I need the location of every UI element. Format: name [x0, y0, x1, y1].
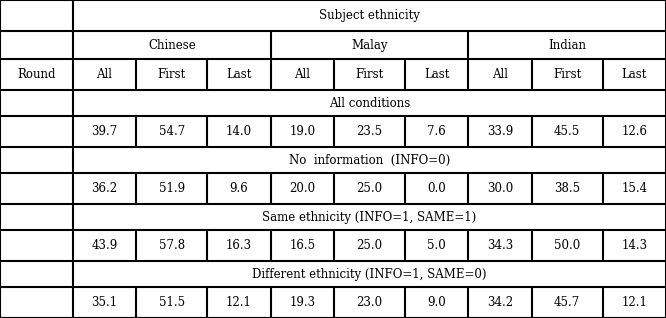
- Text: 14.3: 14.3: [621, 239, 647, 252]
- Text: Last: Last: [226, 68, 252, 81]
- Text: 50.0: 50.0: [554, 239, 580, 252]
- Text: 19.0: 19.0: [289, 125, 315, 138]
- Text: No  information  (INFO=0): No information (INFO=0): [289, 154, 450, 167]
- Text: Subject ethnicity: Subject ethnicity: [319, 9, 420, 22]
- Text: 23.5: 23.5: [356, 125, 382, 138]
- Text: 39.7: 39.7: [91, 125, 118, 138]
- Text: 5.0: 5.0: [428, 239, 446, 252]
- Text: 25.0: 25.0: [356, 239, 382, 252]
- Text: 14.0: 14.0: [226, 125, 252, 138]
- Text: 35.1: 35.1: [91, 296, 118, 309]
- Text: 34.3: 34.3: [487, 239, 513, 252]
- Text: Indian: Indian: [548, 38, 586, 52]
- Text: 12.1: 12.1: [621, 296, 647, 309]
- Text: 34.2: 34.2: [487, 296, 513, 309]
- Text: Same ethnicity (INFO=1, SAME=1): Same ethnicity (INFO=1, SAME=1): [262, 211, 477, 224]
- Text: Round: Round: [17, 68, 56, 81]
- Text: Last: Last: [622, 68, 647, 81]
- Text: 15.4: 15.4: [621, 182, 647, 195]
- Text: First: First: [356, 68, 384, 81]
- Text: 57.8: 57.8: [159, 239, 185, 252]
- Text: 9.0: 9.0: [428, 296, 446, 309]
- Text: 23.0: 23.0: [356, 296, 382, 309]
- Text: All: All: [97, 68, 113, 81]
- Text: Malay: Malay: [351, 38, 388, 52]
- Text: First: First: [158, 68, 186, 81]
- Text: 30.0: 30.0: [487, 182, 513, 195]
- Text: 16.5: 16.5: [289, 239, 315, 252]
- Text: 36.2: 36.2: [91, 182, 118, 195]
- Text: All: All: [294, 68, 310, 81]
- Text: Last: Last: [424, 68, 450, 81]
- Text: 51.5: 51.5: [159, 296, 185, 309]
- Text: 38.5: 38.5: [554, 182, 580, 195]
- Text: All conditions: All conditions: [329, 97, 410, 109]
- Text: First: First: [553, 68, 581, 81]
- Text: All: All: [492, 68, 508, 81]
- Text: Chinese: Chinese: [148, 38, 196, 52]
- Text: 12.1: 12.1: [226, 296, 252, 309]
- Text: 25.0: 25.0: [356, 182, 382, 195]
- Text: 45.5: 45.5: [554, 125, 580, 138]
- Text: 54.7: 54.7: [159, 125, 185, 138]
- Text: 0.0: 0.0: [428, 182, 446, 195]
- Text: 33.9: 33.9: [487, 125, 513, 138]
- Text: 20.0: 20.0: [289, 182, 315, 195]
- Text: 43.9: 43.9: [91, 239, 118, 252]
- Text: 19.3: 19.3: [289, 296, 315, 309]
- Text: 51.9: 51.9: [159, 182, 185, 195]
- Text: 9.6: 9.6: [230, 182, 248, 195]
- Text: 7.6: 7.6: [428, 125, 446, 138]
- Text: 16.3: 16.3: [226, 239, 252, 252]
- Text: 45.7: 45.7: [554, 296, 580, 309]
- Text: Different ethnicity (INFO=1, SAME=0): Different ethnicity (INFO=1, SAME=0): [252, 267, 487, 280]
- Text: 12.6: 12.6: [621, 125, 647, 138]
